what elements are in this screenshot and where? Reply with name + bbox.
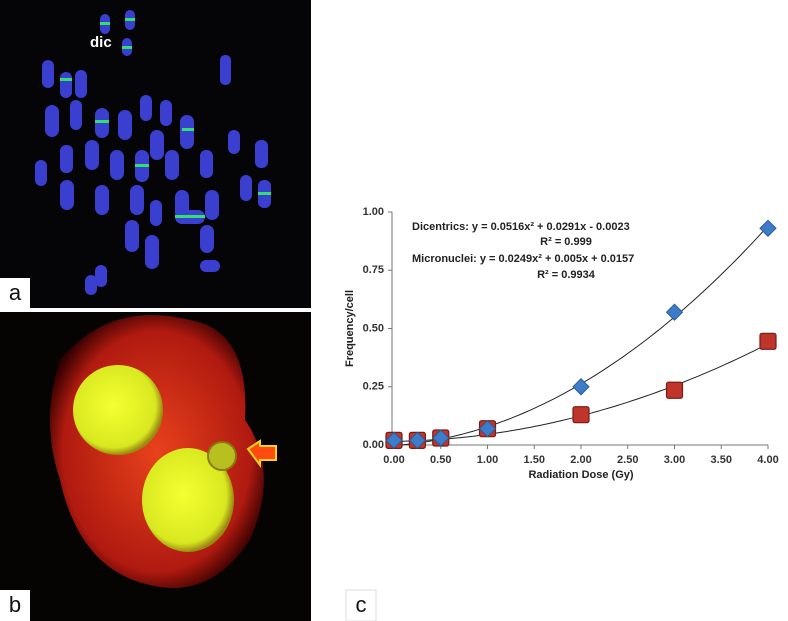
data-point xyxy=(572,406,590,424)
x-tick-label: 1.00 xyxy=(477,454,498,466)
data-point xyxy=(665,303,684,321)
trendline-equation: Micronuclei: y = 0.0249x² + 0.005x + 0.0… xyxy=(412,253,634,265)
data-point xyxy=(432,429,450,447)
data-point xyxy=(759,219,777,238)
x-tick-label: 0.00 xyxy=(383,454,404,466)
x-axis-title: Radiation Dose (Gy) xyxy=(528,469,633,481)
metaphase-image: dic a xyxy=(0,0,311,308)
x-tick-label: 3.00 xyxy=(664,454,685,466)
y-tick-label: 0.25 xyxy=(363,381,384,393)
trendline-equation: R² = 0.999 xyxy=(540,236,592,248)
x-tick-label: 2.00 xyxy=(570,454,591,466)
data-point xyxy=(385,431,403,450)
y-tick-label: 1.00 xyxy=(363,206,384,218)
cell-image: b xyxy=(0,312,311,621)
y-tick-label: 0.75 xyxy=(363,264,384,276)
panel-label: b xyxy=(9,592,21,617)
y-tick-label: 0.00 xyxy=(363,439,384,451)
panel-label: a xyxy=(9,280,22,305)
data-point xyxy=(759,332,777,350)
x-tick-label: 0.50 xyxy=(430,454,451,466)
x-tick-label: 1.50 xyxy=(524,454,545,466)
chart: 0.00 0.25 0.50 0.75 1.00 0.00 0.50 1.00 1.50 2.00… xyxy=(344,206,779,481)
data-point xyxy=(572,378,590,396)
image-annotation: dic xyxy=(90,34,112,51)
data-point xyxy=(408,431,427,450)
data-point xyxy=(478,419,497,438)
x-tick-label: 4.00 xyxy=(757,454,778,466)
trendline-equation: R² = 0.9934 xyxy=(537,269,596,281)
trendline-equation: Dicentrics: y = 0.0516x² + 0.0291x - 0.0… xyxy=(412,221,630,233)
panel-label: c xyxy=(356,592,367,617)
y-tick-label: 0.50 xyxy=(363,322,384,334)
x-tick-label: 2.50 xyxy=(617,454,638,466)
y-axis-title: Frequency/cell xyxy=(344,290,356,367)
data-point xyxy=(665,381,684,399)
x-tick-label: 3.50 xyxy=(711,454,732,466)
panel-label-box xyxy=(345,589,377,621)
